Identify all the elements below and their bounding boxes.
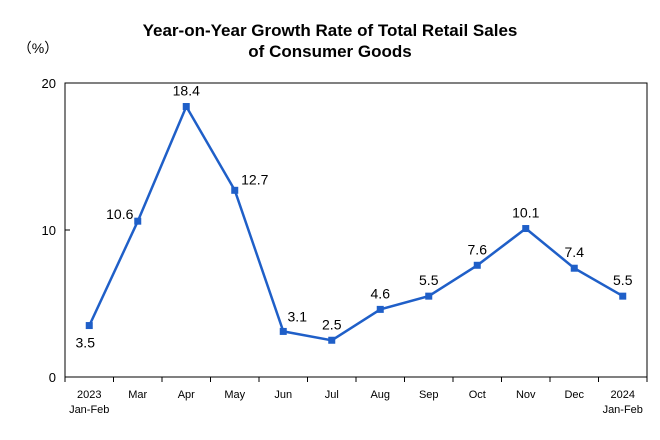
data-label: 2.5 — [322, 316, 342, 332]
x-tick-label: Nov — [516, 389, 536, 401]
data-point — [328, 336, 336, 344]
data-label: 7.6 — [468, 241, 488, 257]
data-label: 10.6 — [106, 206, 133, 222]
x-tick-label: Jan-Feb — [603, 404, 643, 416]
x-tick-label: Apr — [178, 389, 195, 401]
x-tick-label: Sep — [419, 389, 439, 401]
x-tick-label: Mar — [128, 389, 147, 401]
x-tick-label: Dec — [564, 389, 584, 401]
data-point — [425, 292, 433, 300]
data-label: 18.4 — [173, 83, 200, 99]
x-tick-label: May — [224, 389, 245, 401]
y-axis-unit-label: （%） — [18, 40, 58, 56]
data-label: 5.5 — [613, 272, 633, 288]
data-point — [134, 217, 142, 225]
data-labels: 3.5 10.6 18.4 12.7 3.1 2.5 4.6 5.5 7.6 10.1 7.4 5.5 — [76, 83, 633, 351]
series-line — [88, 103, 624, 342]
data-point — [85, 322, 93, 330]
data-point — [376, 305, 384, 313]
data-point — [522, 225, 530, 233]
data-point — [279, 327, 287, 335]
data-label: 7.4 — [565, 244, 585, 260]
data-label: 3.1 — [288, 308, 308, 324]
x-tick-label: Oct — [469, 389, 486, 401]
series-markers — [85, 103, 627, 344]
x-tick-label: 2024 — [611, 389, 635, 401]
plot-frame — [64, 82, 648, 378]
data-label: 5.5 — [419, 272, 439, 288]
x-tick-label: Jun — [274, 389, 292, 401]
x-tick-label: 2023 — [77, 389, 101, 401]
data-label: 10.1 — [512, 205, 539, 221]
data-point — [473, 261, 481, 269]
data-label: 4.6 — [371, 285, 391, 301]
y-tick-label: 0 — [49, 370, 56, 385]
x-tick-label: Aug — [370, 389, 390, 401]
data-label: 3.5 — [76, 335, 96, 351]
y-axis: 0 10 20 — [42, 76, 70, 385]
y-tick-label: 20 — [42, 76, 56, 91]
data-point — [182, 103, 190, 111]
data-point — [570, 264, 578, 272]
data-point — [619, 292, 627, 300]
data-label: 12.7 — [241, 171, 268, 187]
y-tick-label: 10 — [42, 223, 56, 238]
data-point — [231, 186, 239, 194]
chart-title: Year-on-Year Growth Rate of Total Retail… — [142, 21, 518, 61]
x-tick-label: Jul — [325, 389, 339, 401]
x-axis: 2023 Jan-Feb Mar Apr May Jun Jul Aug Sep Oct Nov De… — [64, 377, 648, 416]
x-tick-label: Jan-Feb — [69, 404, 109, 416]
